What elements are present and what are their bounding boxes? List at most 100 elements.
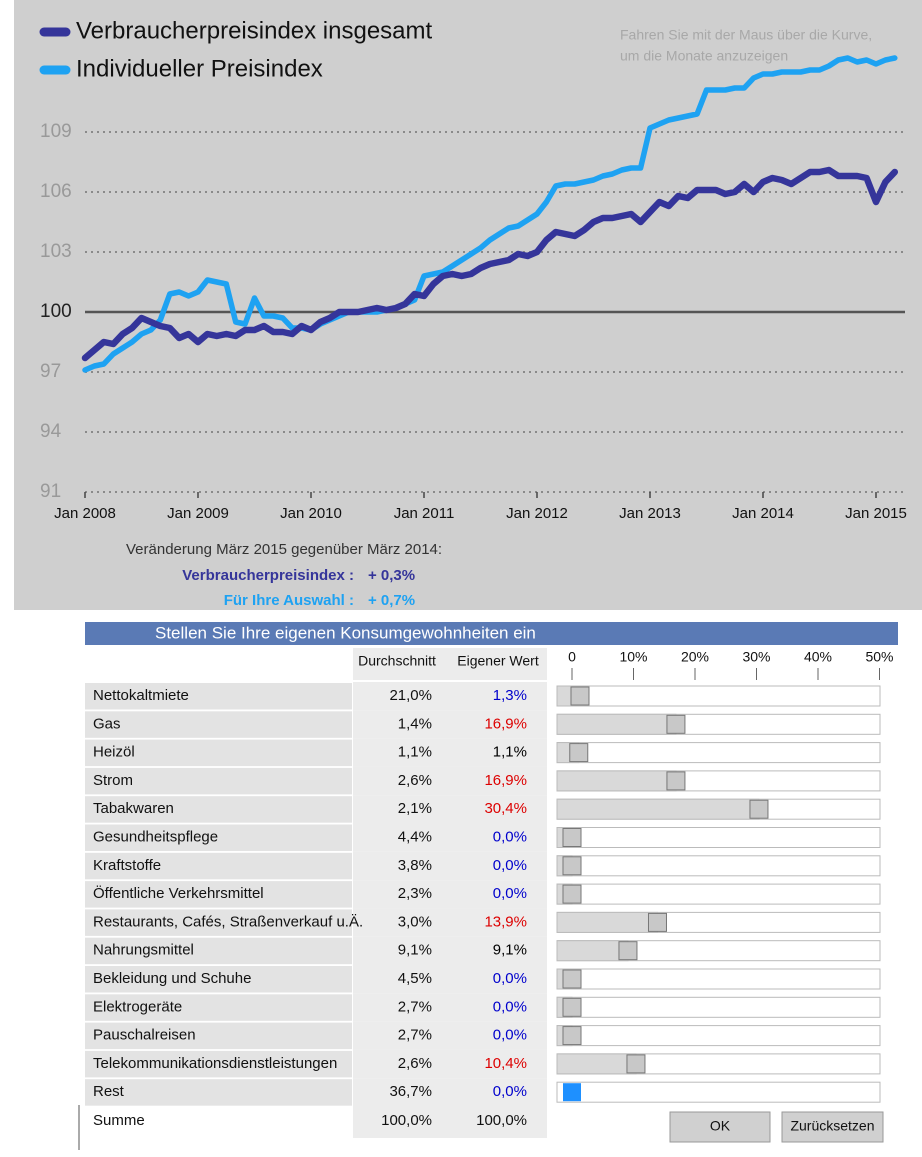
hover-hint: Fahren Sie mit der Maus über die Kurve,	[620, 27, 872, 43]
row-value-cell	[353, 1021, 547, 1050]
x-tick-label: Jan 2011	[394, 505, 455, 522]
button[interactable]	[669, 1111, 771, 1143]
row-own: 0,0%	[493, 828, 527, 845]
total-own: 100,0%	[476, 1112, 527, 1129]
row-own: 0,0%	[493, 1027, 527, 1044]
row-value-cell	[353, 795, 547, 824]
slider-handle[interactable]	[562, 997, 582, 1017]
row-value-cell	[353, 710, 547, 739]
slider-handle[interactable]	[647, 912, 667, 932]
scale-label: 40%	[804, 649, 832, 665]
x-tick-label: Jan 2009	[167, 505, 229, 522]
row-average: 2,3%	[398, 885, 432, 902]
slider-track	[556, 742, 881, 764]
series-line	[82, 55, 898, 373]
row-value-cell	[353, 1049, 547, 1079]
slider-handle[interactable]	[562, 884, 582, 904]
slider-handle[interactable]	[749, 799, 769, 819]
slider-track	[556, 968, 881, 990]
button-label[interactable]: OK	[710, 1118, 731, 1134]
scale-label: 50%	[865, 649, 893, 665]
slider-handle[interactable]	[570, 686, 590, 706]
row-label-cell	[85, 937, 352, 965]
total-average: 100,0%	[381, 1112, 432, 1129]
row-value-cell	[353, 823, 547, 852]
row-label-cell	[85, 711, 352, 738]
row-average: 2,6%	[398, 1055, 432, 1072]
button[interactable]	[781, 1111, 884, 1143]
slider-handle[interactable]	[563, 1083, 581, 1102]
slider-handle[interactable]	[562, 1026, 582, 1046]
row-value-cell	[353, 993, 547, 1022]
legend-label: Verbraucherpreisindex insgesamt	[76, 17, 433, 44]
slider-track	[556, 827, 881, 848]
row-value-cell	[353, 738, 547, 767]
row-label-cell	[85, 1079, 352, 1106]
column-header: Eigener Wert	[457, 653, 539, 669]
row-value-cell	[353, 1078, 547, 1107]
row-own: 0,0%	[493, 885, 527, 902]
slider-handle[interactable]	[666, 714, 686, 734]
slider-handle[interactable]	[666, 771, 686, 791]
row-label-cell	[85, 1022, 352, 1050]
y-tick-label: 100	[40, 301, 72, 322]
row-own: 1,1%	[493, 744, 527, 761]
row-label: Gas	[93, 715, 121, 732]
slider-track	[556, 855, 881, 877]
row-value-cell	[353, 908, 547, 937]
slider-handle[interactable]	[618, 941, 638, 961]
row-label: Strom	[93, 772, 133, 789]
slider-handle[interactable]	[562, 969, 582, 989]
row-label-cell	[85, 966, 352, 993]
total-value-cell	[353, 1106, 547, 1138]
slider-fill	[556, 713, 677, 735]
slider-handle[interactable]	[562, 856, 582, 876]
row-label: Restaurants, Cafés, Straßenverkauf u.Ä.	[93, 913, 363, 930]
row-label: Elektrogeräte	[93, 998, 182, 1015]
row-average: 36,7%	[389, 1083, 432, 1100]
slider-handle[interactable]	[626, 1054, 646, 1074]
row-average: 4,5%	[398, 970, 432, 987]
scale-label: 20%	[681, 649, 709, 665]
row-label-cell	[85, 739, 352, 767]
row-own: 9,1%	[493, 942, 527, 959]
row-own: 10,4%	[484, 1055, 527, 1072]
row-label: Nahrungsmittel	[93, 942, 194, 959]
slider-handle[interactable]	[562, 828, 582, 847]
y-tick-label: 109	[40, 121, 72, 142]
row-average: 2,6%	[398, 772, 432, 789]
row-average: 2,1%	[398, 800, 432, 817]
row-value-cell	[353, 766, 547, 796]
summary-heading: Veränderung März 2015 gegenüber März 201…	[126, 541, 442, 558]
slider-handle[interactable]	[569, 743, 589, 763]
button-label[interactable]: Zurücksetzen	[790, 1118, 874, 1134]
row-average: 1,1%	[398, 744, 432, 761]
summary-value: + 0,7%	[368, 592, 415, 609]
row-value-cell	[353, 936, 547, 965]
x-tick-label: Jan 2008	[54, 505, 116, 522]
scale-label: 0	[568, 649, 576, 665]
row-label: Bekleidung und Schuhe	[93, 970, 251, 987]
row-label-cell	[85, 767, 352, 795]
table-header-bar	[85, 622, 898, 645]
row-average: 3,0%	[398, 913, 432, 930]
row-own: 0,0%	[493, 1083, 527, 1100]
row-own: 0,0%	[493, 998, 527, 1015]
row-label-cell	[85, 1050, 352, 1078]
y-tick-label: 91	[40, 481, 61, 502]
row-average: 2,7%	[398, 998, 432, 1015]
scale-label: 30%	[742, 649, 770, 665]
x-tick-label: Jan 2015	[845, 505, 907, 522]
row-label: Heizöl	[93, 744, 135, 761]
slider-fill	[556, 1053, 637, 1075]
slider-fill	[556, 911, 658, 933]
row-value-cell	[353, 965, 547, 994]
row-label: Kraftstoffe	[93, 857, 161, 874]
legend-label: Individueller Preisindex	[76, 55, 323, 82]
row-own: 1,3%	[493, 687, 527, 704]
total-label: Summe	[93, 1112, 145, 1129]
row-own: 30,4%	[484, 800, 527, 817]
row-value-cell	[353, 682, 547, 711]
summary-label: Für Ihre Auswahl :	[224, 592, 354, 609]
row-label-cell	[85, 994, 352, 1021]
